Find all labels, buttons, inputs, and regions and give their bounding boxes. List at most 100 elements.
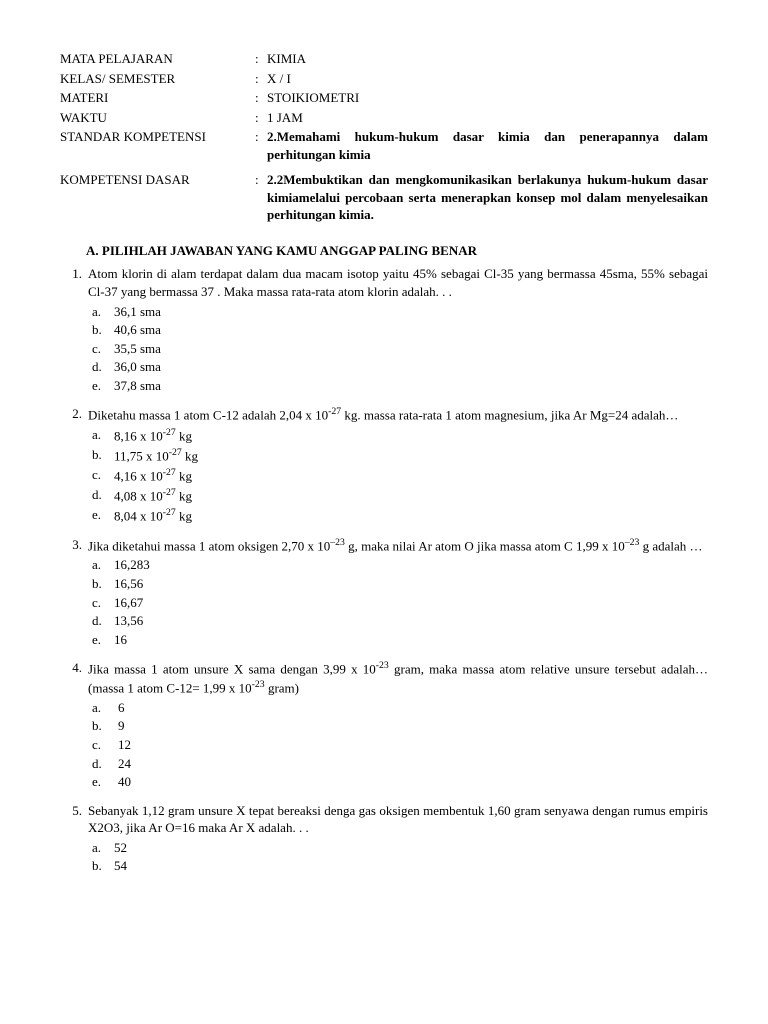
option-row: a.36,1 sma [92,303,708,321]
header-colon: : [255,50,267,68]
header-label: WAKTU [60,109,255,127]
option-row: a.8,16 x 10-27 kg [92,426,708,445]
header-value: 2.2Membuktikan dan mengkomunikasikan ber… [267,171,708,224]
header-value: KIMIA [267,50,708,68]
option-text: 52 [114,839,708,857]
option-row: d.36,0 sma [92,358,708,376]
questions-block: 1.Atom klorin di alam terdapat dalam dua… [60,265,708,875]
option-text: 16,67 [114,594,708,612]
option-row: a.52 [92,839,708,857]
question-number: 1. [60,265,88,395]
question-body: Sebanyak 1,12 gram unsure X tepat bereak… [88,802,708,876]
option-text: 4,08 x 10-27 kg [114,486,708,505]
option-text: 16,283 [114,556,708,574]
option-letter: d. [92,755,118,773]
option-row: e.40 [92,773,708,791]
option-letter: d. [92,612,114,630]
option-text: 54 [114,857,708,875]
option-row: c.16,67 [92,594,708,612]
header-row: WAKTU:1 JAM [60,109,708,127]
option-row: e.8,04 x 10-27 kg [92,506,708,525]
header-label: KOMPETENSI DASAR [60,171,255,224]
option-text: 36,1 sma [114,303,708,321]
option-row: c.4,16 x 10-27 kg [92,466,708,485]
option-row: d.13,56 [92,612,708,630]
option-letter: b. [92,857,114,875]
option-letter: a. [92,556,114,574]
question-number: 5. [60,802,88,876]
option-letter: b. [92,446,114,465]
option-text: 6 [118,699,708,717]
header-label: MATERI [60,89,255,107]
option-letter: e. [92,773,118,791]
question-body: Atom klorin di alam terdapat dalam dua m… [88,265,708,395]
header-colon: : [255,171,267,224]
option-row: d.24 [92,755,708,773]
question: 5.Sebanyak 1,12 gram unsure X tepat bere… [60,802,708,876]
option-letter: c. [92,736,118,754]
header-row: KELAS/ SEMESTER:X / I [60,70,708,88]
option-letter: e. [92,631,114,649]
option-letter: a. [92,303,114,321]
header-label: KELAS/ SEMESTER [60,70,255,88]
option-row: a.6 [92,699,708,717]
option-text: 4,16 x 10-27 kg [114,466,708,485]
options: a.6b.9c.12d.24e.40 [92,699,708,791]
header-label: MATA PELAJARAN [60,50,255,68]
option-row: b.9 [92,717,708,735]
question: 3.Jika diketahui massa 1 atom oksigen 2,… [60,536,708,650]
header-value: 2.Memahami hukum-hukum dasar kimia dan p… [267,128,708,163]
option-row: d.4,08 x 10-27 kg [92,486,708,505]
option-letter: a. [92,699,118,717]
question-text: Atom klorin di alam terdapat dalam dua m… [88,265,708,300]
option-letter: a. [92,426,114,445]
option-text: 24 [118,755,708,773]
option-text: 9 [118,717,708,735]
option-text: 13,56 [114,612,708,630]
header-colon: : [255,128,267,163]
header-colon: : [255,109,267,127]
option-row: e.37,8 sma [92,377,708,395]
header-colon: : [255,89,267,107]
header-row: MATERI:STOIKIOMETRI [60,89,708,107]
options: a.8,16 x 10-27 kgb.11,75 x 10-27 kgc.4,1… [92,426,708,524]
question: 2.Diketahu massa 1 atom C-12 adalah 2,04… [60,405,708,525]
option-text: 40 [118,773,708,791]
question-number: 4. [60,659,88,791]
option-text: 40,6 sma [114,321,708,339]
header-row: STANDAR KOMPETENSI:2.Memahami hukum-huku… [60,128,708,163]
question-number: 2. [60,405,88,525]
options: a.36,1 smab.40,6 smac.35,5 smad.36,0 sma… [92,303,708,395]
option-row: e.16 [92,631,708,649]
option-letter: d. [92,486,114,505]
option-row: a.16,283 [92,556,708,574]
option-text: 16 [114,631,708,649]
option-text: 8,04 x 10-27 kg [114,506,708,525]
option-text: 12 [118,736,708,754]
question: 1.Atom klorin di alam terdapat dalam dua… [60,265,708,395]
header-label: STANDAR KOMPETENSI [60,128,255,163]
option-row: b.16,56 [92,575,708,593]
header-colon: : [255,70,267,88]
question-text: Diketahu massa 1 atom C-12 adalah 2,04 x… [88,405,708,424]
option-letter: e. [92,506,114,525]
option-letter: b. [92,575,114,593]
option-letter: c. [92,340,114,358]
option-letter: e. [92,377,114,395]
header-row: KOMPETENSI DASAR:2.2Membuktikan dan meng… [60,171,708,224]
question: 4.Jika massa 1 atom unsure X sama dengan… [60,659,708,791]
options: a.52b.54 [92,839,708,875]
option-row: c.12 [92,736,708,754]
option-letter: c. [92,594,114,612]
header-block: MATA PELAJARAN:KIMIAKELAS/ SEMESTER:X / … [60,50,708,224]
question-number: 3. [60,536,88,650]
header-value: X / I [267,70,708,88]
header-value: STOIKIOMETRI [267,89,708,107]
option-row: b.40,6 sma [92,321,708,339]
option-text: 16,56 [114,575,708,593]
question-body: Jika diketahui massa 1 atom oksigen 2,70… [88,536,708,650]
option-text: 8,16 x 10-27 kg [114,426,708,445]
option-letter: c. [92,466,114,485]
header-row: MATA PELAJARAN:KIMIA [60,50,708,68]
option-letter: d. [92,358,114,376]
